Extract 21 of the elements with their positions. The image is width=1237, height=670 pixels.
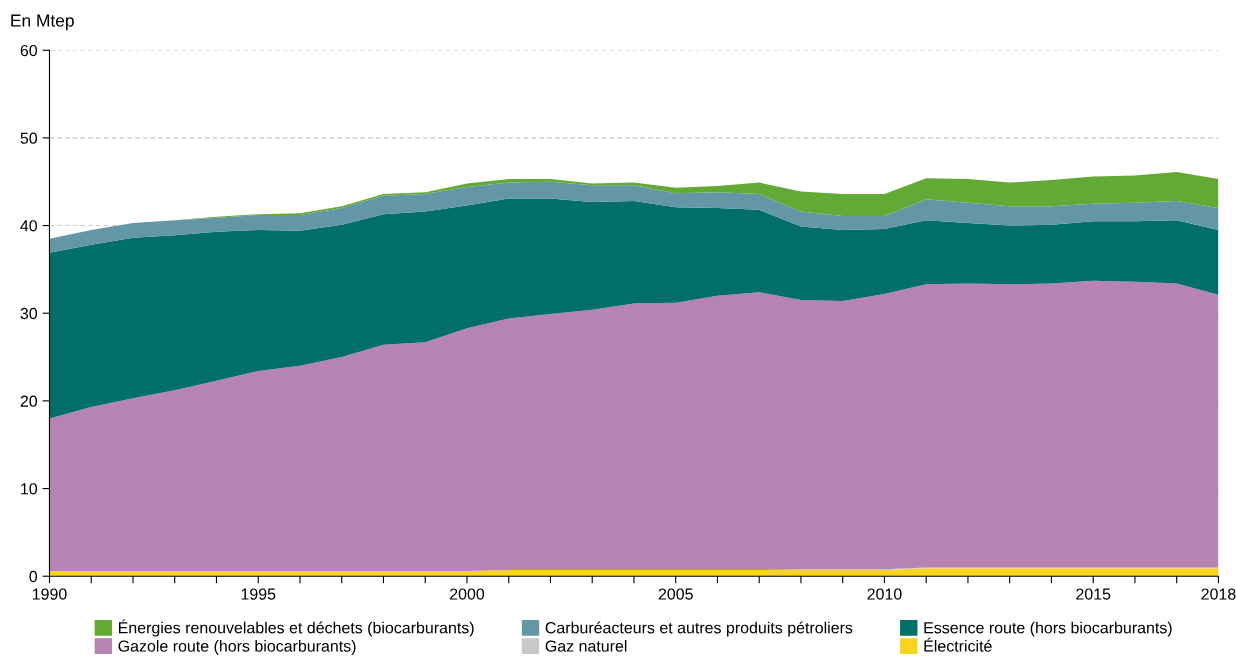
y-tick-label: 40 bbox=[20, 220, 38, 232]
legend-label: Énergies renouvelables et déchets (biocarburants) bbox=[118, 619, 474, 637]
y-tick-label: 30 bbox=[20, 307, 38, 320]
x-tick-label: 2015 bbox=[1076, 588, 1111, 600]
x-tick-label: 2018 bbox=[1201, 588, 1236, 600]
y-tick-label: 50 bbox=[20, 132, 38, 144]
y-tick-label: 10 bbox=[21, 483, 38, 495]
y-axis-title: En Mtep bbox=[11, 14, 74, 31]
x-tick-label: 2000 bbox=[450, 588, 485, 600]
legend-label: Carburéacteurs et autres produits pétroliers bbox=[545, 621, 853, 637]
legend-label: Gaz naturel bbox=[545, 640, 627, 652]
legend-label: Électricité bbox=[924, 637, 992, 652]
legend-label: Gazole route (hors biocarburants) bbox=[118, 640, 356, 655]
x-tick-label: 1990 bbox=[32, 588, 67, 600]
legend-label: Essence route (hors biocarburants) bbox=[924, 621, 1172, 637]
x-tick-label: 2010 bbox=[867, 588, 902, 600]
x-tick-label: 1995 bbox=[241, 588, 276, 600]
x-tick-label: 2005 bbox=[658, 588, 693, 600]
y-tick-label: 60 bbox=[20, 44, 38, 57]
y-tick-label: 20 bbox=[20, 395, 38, 407]
y-tick-label: 0 bbox=[29, 570, 38, 583]
